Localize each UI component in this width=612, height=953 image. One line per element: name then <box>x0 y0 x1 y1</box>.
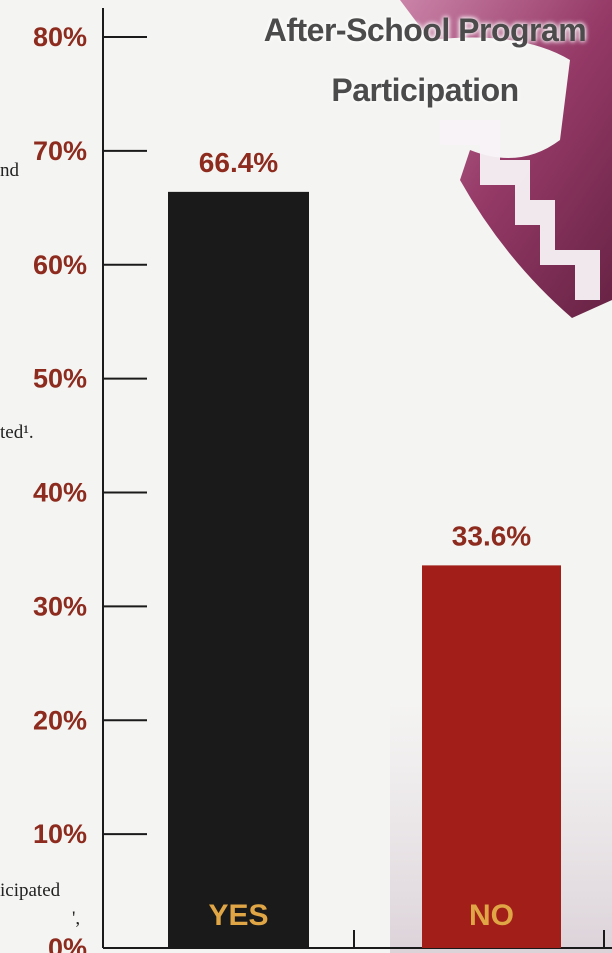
y-axis: 0% 10% 20% 30% 40% 50% 60% 70% 80% <box>33 8 612 953</box>
category-label: YES <box>208 899 268 932</box>
y-tick-label: 10% <box>33 819 87 849</box>
bar-value-label: 66.4% <box>199 147 278 178</box>
y-tick-label: 0% <box>48 933 87 953</box>
background-text-4: ', <box>72 908 81 929</box>
bars: 66.4% YES 33.6% NO <box>168 147 561 948</box>
y-tick-label: 50% <box>33 364 87 394</box>
y-tick-label: 70% <box>33 136 87 166</box>
bar-yes <box>168 191 309 948</box>
logo-steps <box>440 120 600 300</box>
logo-arc <box>400 0 612 318</box>
y-tick-label: 30% <box>33 591 87 621</box>
chart-title-line-2: Participation <box>331 72 519 108</box>
y-tick-label: 20% <box>33 705 87 735</box>
bar-no <box>422 565 561 948</box>
y-tick-label: 60% <box>33 250 87 280</box>
chart-title-line-1: After-School Program <box>263 12 587 48</box>
background-text-3: icipated <box>0 880 61 901</box>
y-tick-label: 80% <box>33 22 87 52</box>
bar-value-label: 33.6% <box>452 520 531 551</box>
background-text-2: ted¹. <box>0 422 34 443</box>
y-tick-label: 40% <box>33 478 87 508</box>
background-text-1: nd <box>0 160 19 181</box>
category-label: NO <box>469 899 514 932</box>
